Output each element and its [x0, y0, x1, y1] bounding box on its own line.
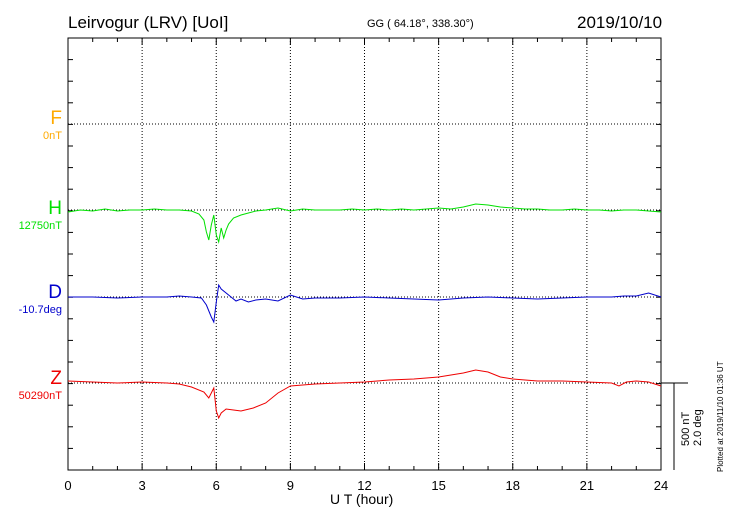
scale-label-nt: 500 nT: [680, 411, 692, 446]
channel-z-baseline: 50290nT: [18, 390, 62, 402]
x-tick-labels: 0 3 6 9 12 15 18 21 24: [64, 478, 668, 493]
channel-f-label: F 0nT: [43, 108, 62, 142]
scale-bar: [661, 382, 688, 470]
channel-h-label: H 12750nT: [19, 198, 62, 232]
channel-d-name: D: [48, 282, 62, 303]
x-axis-label: U T (hour): [330, 491, 394, 507]
x-tick-label: 6: [213, 478, 220, 493]
series-line-z: [67, 369, 662, 420]
channel-h-name: H: [48, 198, 62, 219]
series-line-h: [67, 203, 662, 244]
x-tick-label: 18: [506, 478, 520, 493]
series-line-d: [68, 283, 662, 324]
channel-f-baseline: 0nT: [43, 130, 62, 142]
x-tick-label: 21: [580, 478, 594, 493]
scale-label-deg: 2.0 deg: [692, 409, 704, 446]
channel-h-baseline: 12750nT: [18, 220, 62, 232]
x-tick-label: 3: [139, 478, 146, 493]
x-tick-label: 0: [64, 478, 71, 493]
x-tick-label: 15: [431, 478, 445, 493]
channel-d-label: D -10.7deg: [19, 282, 62, 316]
channel-z-name: Z: [50, 368, 62, 389]
series-lines: [67, 203, 662, 420]
plotted-timestamp: Plotted at 2019/11/10 01:36 UT: [716, 361, 725, 472]
channel-d-baseline: -10.7deg: [18, 304, 62, 316]
x-tick-label: 24: [654, 478, 668, 493]
coordinates-label: GG ( 64.18°, 338.30°): [367, 18, 474, 30]
station-title: Leirvogur (LRV) [UoI]: [68, 13, 229, 32]
date-label: 2019/10/10: [577, 13, 663, 32]
axis-ticks: [67, 38, 662, 470]
x-tick-label: 9: [287, 478, 294, 493]
channel-f-name: F: [50, 108, 62, 129]
grid: [68, 38, 661, 470]
x-tick-label: 12: [357, 478, 371, 493]
channel-z-label: Z 50290nT: [19, 368, 62, 402]
